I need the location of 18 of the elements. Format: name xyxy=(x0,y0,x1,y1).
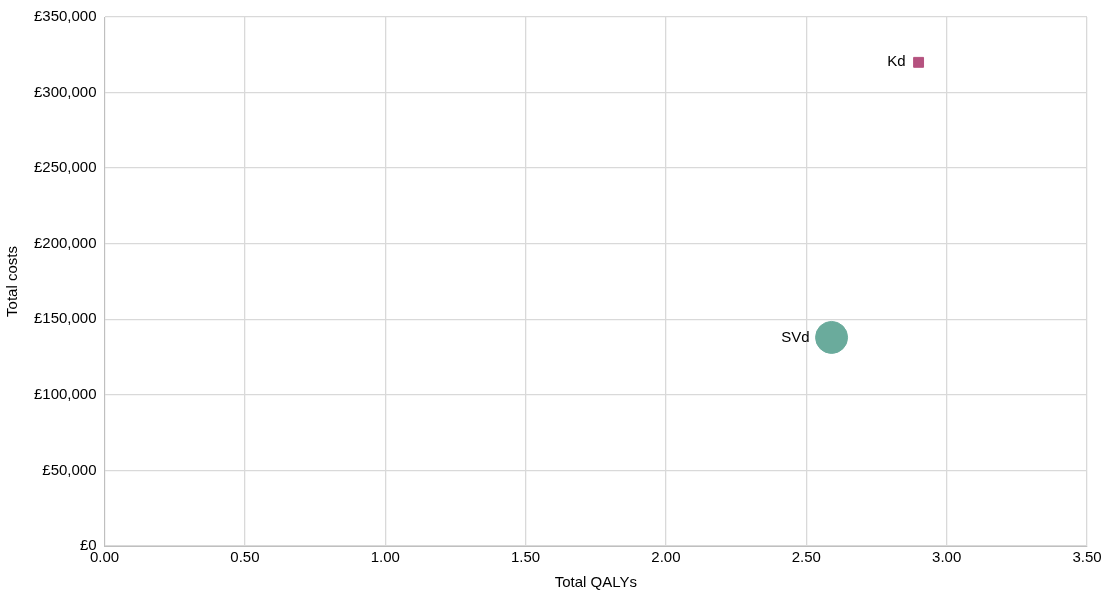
x-tick-label: 1.50 xyxy=(511,548,541,566)
y-tick-label: £300,000 xyxy=(33,82,97,100)
y-tick-label: £200,000 xyxy=(33,233,97,251)
y-tick-label: £50,000 xyxy=(42,460,97,478)
x-tick-label: 1.00 xyxy=(370,548,400,566)
x-tick-label: 2.00 xyxy=(651,548,681,566)
x-tick-label: 2.50 xyxy=(791,548,821,566)
x-tick-label: 0.50 xyxy=(230,548,260,566)
y-tick-label: £100,000 xyxy=(33,385,97,402)
x-tick-label: 3.00 xyxy=(932,548,962,566)
x-axis-title: Total QALYs xyxy=(554,573,637,591)
series-label: SVd xyxy=(781,327,810,345)
y-tick-label: £250,000 xyxy=(33,158,97,176)
y-tick-label: £350,000 xyxy=(33,7,97,25)
x-tick-label: 3.50 xyxy=(1072,548,1102,566)
y-axis-title: Total costs xyxy=(3,246,21,317)
y-tick-label: £150,000 xyxy=(33,309,97,327)
series-label: Kd xyxy=(887,52,906,70)
